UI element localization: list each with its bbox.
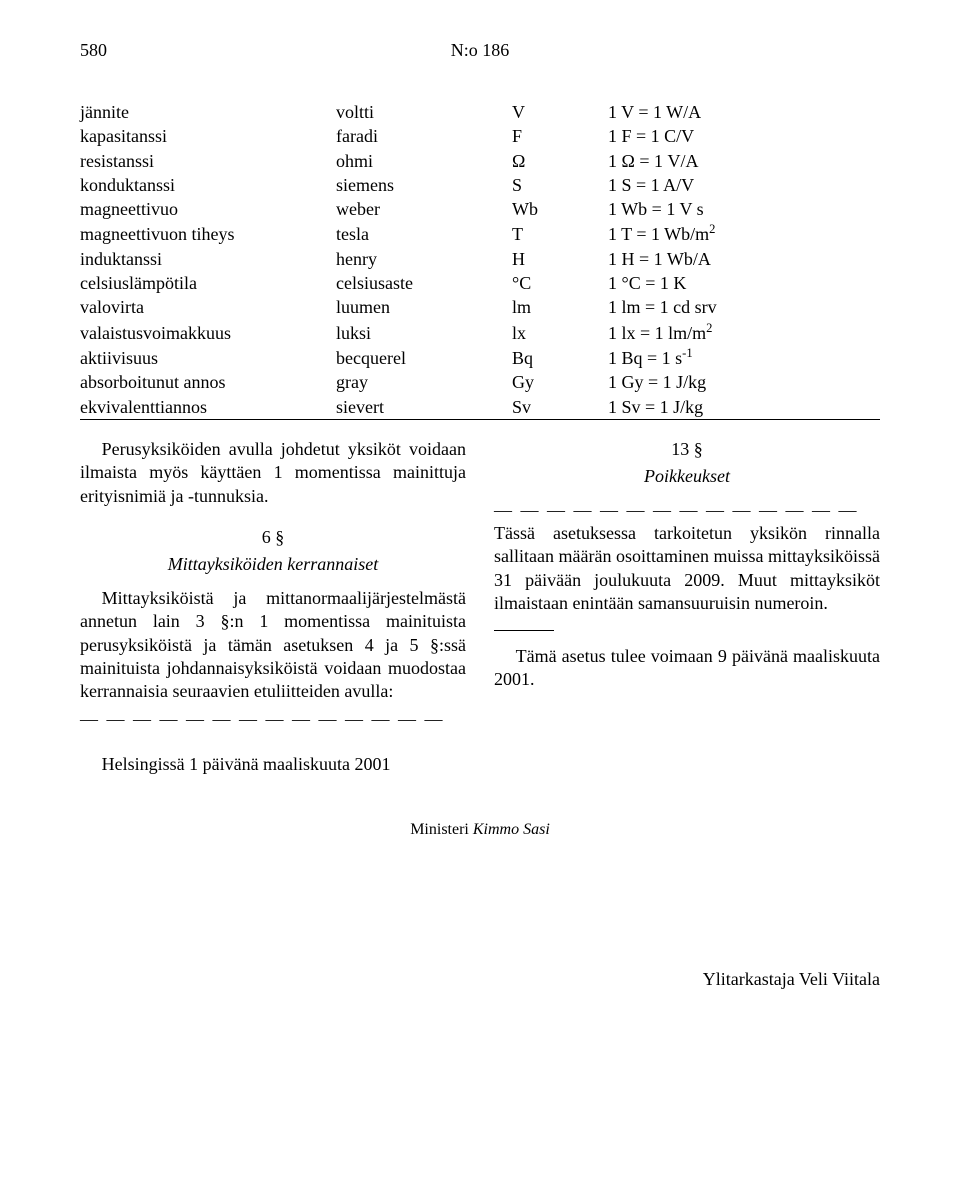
- unit-name-cell: becquerel: [336, 345, 512, 370]
- quantity-cell: konduktanssi: [80, 173, 336, 197]
- quantity-cell: valaistusvoimakkuus: [80, 320, 336, 345]
- relation-cell: 1 lm = 1 cd srv: [608, 295, 880, 319]
- symbol-cell: °C: [512, 271, 608, 295]
- symbol-cell: T: [512, 221, 608, 246]
- relation-cell: 1 H = 1 Wb/A: [608, 247, 880, 271]
- relation-cell: 1 Ω = 1 V/A: [608, 149, 880, 173]
- right-para-2: Tämä asetus tulee voimaan 9 päivänä maal…: [494, 645, 880, 692]
- unit-name-cell: henry: [336, 247, 512, 271]
- section-6-number: 6 §: [80, 526, 466, 549]
- section-6-body: Mittayksiköistä ja mittanormaalijärjeste…: [80, 587, 466, 704]
- table-row: celsiuslämpötilacelsiusaste°C1 °C = 1 K: [80, 271, 880, 295]
- relation-cell: 1 V = 1 W/A: [608, 100, 880, 124]
- table-row: induktanssihenryH1 H = 1 Wb/A: [80, 247, 880, 271]
- issue-number: N:o 186: [451, 40, 510, 61]
- relation-cell: 1 Sv = 1 J/kg: [608, 395, 880, 420]
- minister-name: Kimmo Sasi: [473, 821, 550, 838]
- symbol-cell: lx: [512, 320, 608, 345]
- symbol-cell: F: [512, 124, 608, 148]
- symbol-cell: Bq: [512, 345, 608, 370]
- quantity-cell: magneettivuon tiheys: [80, 221, 336, 246]
- relation-cell: 1 Bq = 1 s-1: [608, 345, 880, 370]
- table-row: resistanssiohmiΩ1 Ω = 1 V/A: [80, 149, 880, 173]
- unit-name-cell: gray: [336, 370, 512, 394]
- symbol-cell: S: [512, 173, 608, 197]
- quantity-cell: induktanssi: [80, 247, 336, 271]
- relation-cell: 1 Gy = 1 J/kg: [608, 370, 880, 394]
- unit-name-cell: sievert: [336, 395, 512, 420]
- relation-cell: 1 Wb = 1 V s: [608, 197, 880, 221]
- quantity-cell: jännite: [80, 100, 336, 124]
- symbol-cell: Wb: [512, 197, 608, 221]
- table-row: magneettivuon tiheysteslaT1 T = 1 Wb/m2: [80, 221, 880, 246]
- table-row: jännitevolttiV1 V = 1 W/A: [80, 100, 880, 124]
- units-table: jännitevolttiV1 V = 1 W/Akapasitanssifar…: [80, 100, 880, 420]
- quantity-cell: absorboitunut annos: [80, 370, 336, 394]
- section-13-number: 13 §: [494, 438, 880, 461]
- quantity-cell: kapasitanssi: [80, 124, 336, 148]
- table-row: valovirtaluumenlm1 lm = 1 cd srv: [80, 295, 880, 319]
- table-row: kapasitanssifaradiF1 F = 1 C/V: [80, 124, 880, 148]
- table-row: valaistusvoimakkuusluksilx1 lx = 1 lm/m2: [80, 320, 880, 345]
- symbol-cell: V: [512, 100, 608, 124]
- quantity-cell: valovirta: [80, 295, 336, 319]
- symbol-cell: Ω: [512, 149, 608, 173]
- right-para-1: Tässä asetuksessa tarkoitetun yksikön ri…: [494, 522, 880, 616]
- relation-cell: 1 °C = 1 K: [608, 271, 880, 295]
- relation-cell: 1 F = 1 C/V: [608, 124, 880, 148]
- unit-name-cell: faradi: [336, 124, 512, 148]
- right-dashes: — — — — — — — — — — — — — —: [494, 499, 880, 522]
- section-13-title: Poikkeukset: [494, 465, 880, 488]
- table-row: absorboitunut annosgrayGy1 Gy = 1 J/kg: [80, 370, 880, 394]
- unit-name-cell: weber: [336, 197, 512, 221]
- unit-name-cell: celsiusaste: [336, 271, 512, 295]
- quantity-cell: resistanssi: [80, 149, 336, 173]
- right-column: 13 § Poikkeukset — — — — — — — — — — — —…: [494, 438, 880, 781]
- quantity-cell: magneettivuo: [80, 197, 336, 221]
- body-columns: Perusyksiköiden avulla johdetut yksiköt …: [80, 438, 880, 781]
- page-number: 580: [80, 40, 107, 61]
- unit-name-cell: ohmi: [336, 149, 512, 173]
- left-dashes: — — — — — — — — — — — — — —: [80, 708, 466, 731]
- place-date-line: Helsingissä 1 päivänä maaliskuuta 2001: [80, 753, 466, 776]
- unit-name-cell: tesla: [336, 221, 512, 246]
- symbol-cell: Sv: [512, 395, 608, 420]
- symbol-cell: Gy: [512, 370, 608, 394]
- relation-cell: 1 T = 1 Wb/m2: [608, 221, 880, 246]
- quantity-cell: celsiuslämpötila: [80, 271, 336, 295]
- symbol-cell: lm: [512, 295, 608, 319]
- table-row: ekvivalenttiannossievertSv1 Sv = 1 J/kg: [80, 395, 880, 420]
- relation-cell: 1 lx = 1 lm/m2: [608, 320, 880, 345]
- minister-label: Ministeri: [410, 821, 469, 838]
- relation-cell: 1 S = 1 A/V: [608, 173, 880, 197]
- table-row: aktiivisuusbecquerelBq1 Bq = 1 s-1: [80, 345, 880, 370]
- unit-name-cell: siemens: [336, 173, 512, 197]
- page: 580 N:o 186 jännitevolttiV1 V = 1 W/Akap…: [0, 0, 960, 1179]
- reviewer-signature: Ylitarkastaja Veli Viitala: [80, 969, 880, 990]
- unit-name-cell: luksi: [336, 320, 512, 345]
- left-column: Perusyksiköiden avulla johdetut yksiköt …: [80, 438, 466, 781]
- table-row: konduktanssisiemensS1 S = 1 A/V: [80, 173, 880, 197]
- unit-name-cell: voltti: [336, 100, 512, 124]
- section-6-title: Mittayksiköiden kerrannaiset: [80, 553, 466, 576]
- minister-signature: Ministeri Kimmo Sasi: [80, 821, 880, 839]
- symbol-cell: H: [512, 247, 608, 271]
- unit-name-cell: luumen: [336, 295, 512, 319]
- quantity-cell: aktiivisuus: [80, 345, 336, 370]
- quantity-cell: ekvivalenttiannos: [80, 395, 336, 420]
- table-row: magneettivuoweberWb1 Wb = 1 V s: [80, 197, 880, 221]
- running-header: 580 N:o 186: [80, 40, 880, 70]
- left-para-1: Perusyksiköiden avulla johdetut yksiköt …: [80, 438, 466, 508]
- short-rule-icon: [494, 630, 554, 631]
